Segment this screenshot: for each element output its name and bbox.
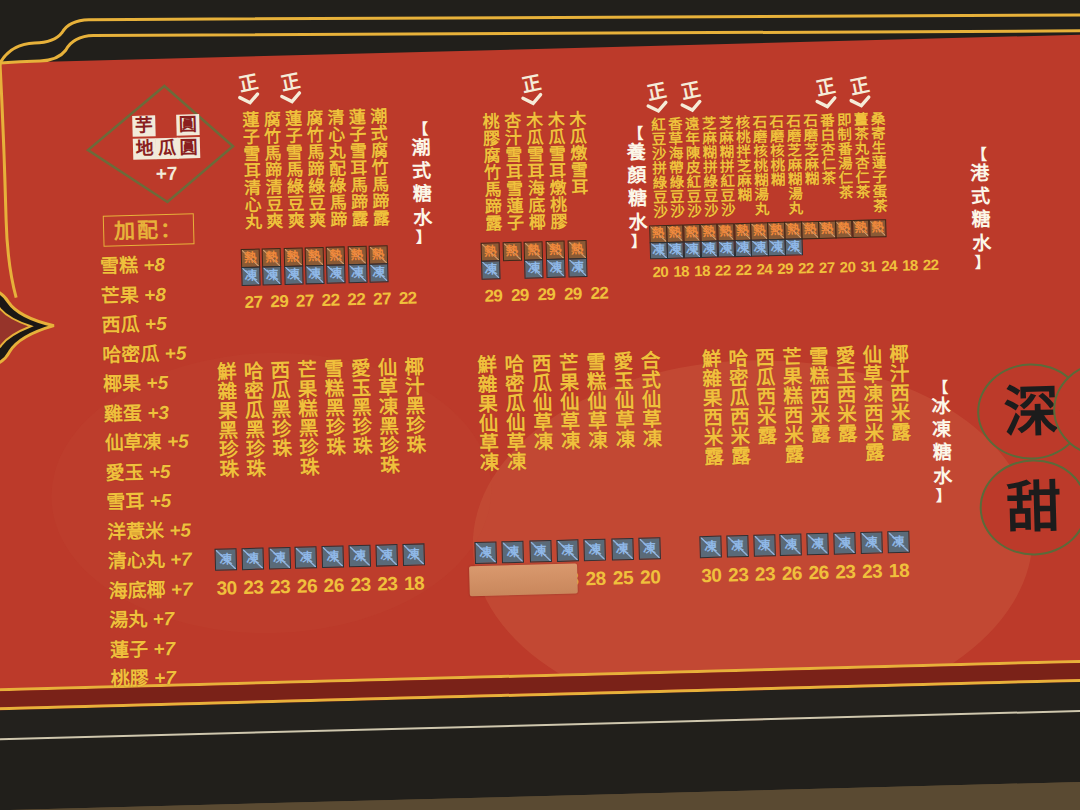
svg-text:正: 正: [645, 79, 668, 103]
svg-text:正: 正: [237, 71, 260, 95]
svg-text:正: 正: [520, 72, 543, 96]
svg-text:正: 正: [848, 74, 871, 98]
svg-text:正: 正: [279, 70, 302, 94]
svg-text:正: 正: [814, 75, 837, 99]
svg-text:正: 正: [679, 79, 702, 103]
